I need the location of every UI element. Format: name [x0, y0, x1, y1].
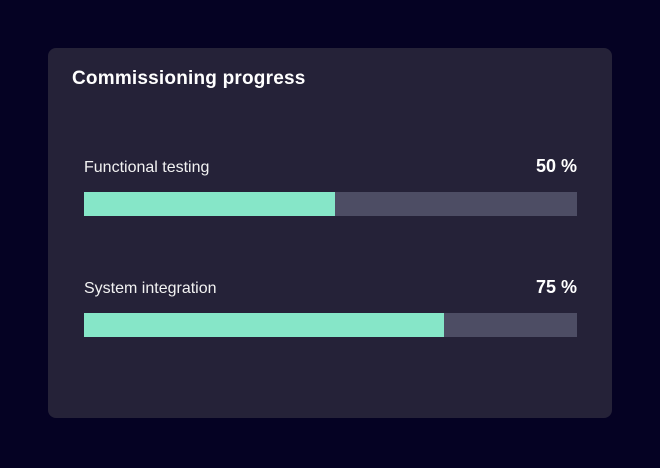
progress-bar-fill — [84, 192, 336, 216]
progress-bar-fill — [84, 313, 444, 337]
progress-row-system-integration: System integration 75 % — [84, 276, 577, 337]
card-content: Functional testing 50 % System integrati… — [48, 155, 612, 337]
progress-row-functional-testing: Functional testing 50 % — [84, 155, 577, 216]
progress-label: System integration — [84, 280, 217, 297]
card-title: Commissioning progress — [72, 68, 306, 89]
progress-value: 50 % — [535, 156, 577, 176]
progress-label: Functional testing — [84, 159, 210, 176]
progress-row-header: Functional testing 50 % — [84, 155, 577, 179]
progress-bar-track — [84, 192, 577, 216]
progress-bar-track — [84, 313, 577, 337]
progress-value: 75 % — [535, 277, 577, 297]
progress-row-header: System integration 75 % — [84, 276, 577, 300]
commissioning-progress-card: Commissioning progress Functional testin… — [48, 48, 612, 418]
